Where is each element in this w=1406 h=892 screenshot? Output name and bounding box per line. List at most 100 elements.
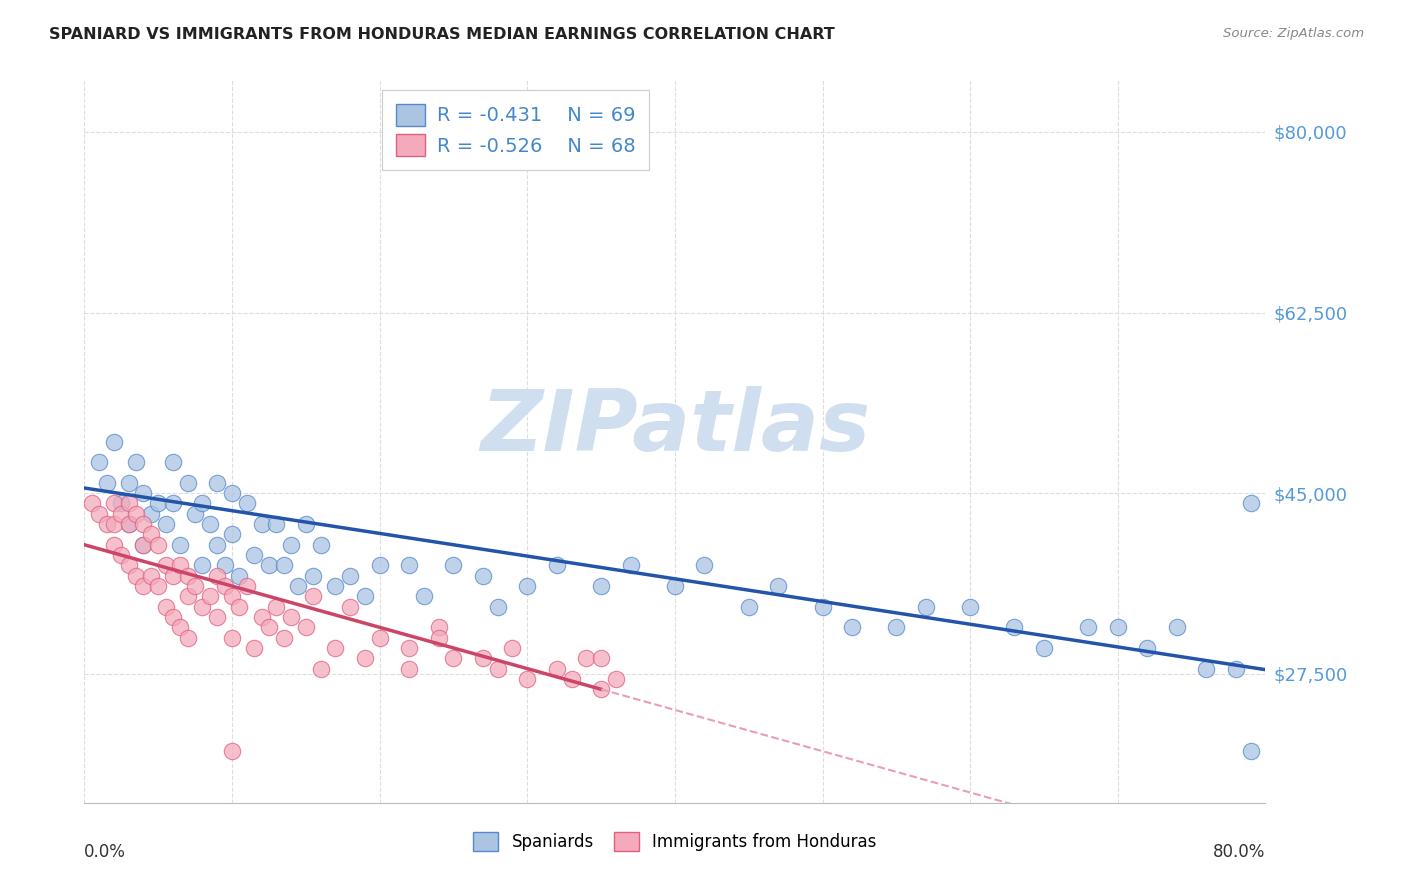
Point: [125, 568, 148, 582]
Point: [191, 496, 214, 510]
Point: [302, 568, 325, 582]
Point: [302, 590, 325, 604]
Point: [96, 475, 118, 490]
Point: [214, 558, 236, 573]
Point: [103, 434, 125, 449]
Point: [368, 558, 391, 573]
Point: [110, 496, 132, 510]
Point: [169, 558, 191, 573]
Point: [472, 651, 495, 665]
Point: [339, 568, 361, 582]
Point: [664, 579, 686, 593]
Point: [413, 590, 436, 604]
Point: [191, 558, 214, 573]
Point: [139, 568, 162, 582]
Point: [1166, 620, 1188, 634]
Point: [118, 475, 141, 490]
Point: [155, 517, 177, 532]
Point: [620, 558, 643, 573]
Point: [546, 662, 568, 676]
Point: [273, 631, 295, 645]
Point: [80, 496, 103, 510]
Point: [162, 568, 184, 582]
Point: [169, 620, 191, 634]
Point: [125, 455, 148, 469]
Point: [309, 538, 332, 552]
Point: [191, 599, 214, 614]
Point: [125, 507, 148, 521]
Legend: Spaniards, Immigrants from Honduras: Spaniards, Immigrants from Honduras: [465, 823, 884, 860]
Point: [243, 640, 266, 655]
Point: [162, 610, 184, 624]
Point: [155, 558, 177, 573]
Point: [118, 496, 141, 510]
Point: [354, 590, 377, 604]
Point: [132, 538, 155, 552]
Point: [398, 662, 420, 676]
Text: ZIPatlas: ZIPatlas: [479, 385, 870, 468]
Point: [605, 672, 627, 686]
Point: [1240, 496, 1263, 510]
Point: [148, 538, 170, 552]
Point: [221, 590, 243, 604]
Point: [87, 455, 111, 469]
Point: [591, 682, 613, 697]
Point: [184, 579, 207, 593]
Point: [738, 599, 761, 614]
Point: [959, 599, 981, 614]
Point: [398, 558, 420, 573]
Point: [841, 620, 863, 634]
Point: [236, 496, 259, 510]
Point: [575, 651, 598, 665]
Point: [139, 527, 162, 541]
Point: [516, 579, 538, 593]
Point: [103, 496, 125, 510]
Point: [561, 672, 583, 686]
Point: [207, 568, 229, 582]
Point: [118, 517, 141, 532]
Point: [1033, 640, 1056, 655]
Point: [110, 548, 132, 562]
Point: [148, 496, 170, 510]
Point: [273, 558, 295, 573]
Point: [221, 631, 243, 645]
Point: [243, 548, 266, 562]
Point: [354, 651, 377, 665]
Point: [169, 538, 191, 552]
Point: [162, 496, 184, 510]
Point: [811, 599, 834, 614]
Point: [427, 631, 450, 645]
Point: [110, 507, 132, 521]
Point: [1195, 662, 1218, 676]
Point: [768, 579, 790, 593]
Point: [427, 620, 450, 634]
Point: [177, 590, 200, 604]
Text: 80.0%: 80.0%: [1213, 843, 1265, 861]
Point: [309, 662, 332, 676]
Point: [693, 558, 716, 573]
Point: [221, 527, 243, 541]
Point: [325, 640, 347, 655]
Point: [207, 475, 229, 490]
Point: [221, 744, 243, 758]
Point: [443, 651, 465, 665]
Point: [295, 517, 318, 532]
Point: [214, 579, 236, 593]
Point: [443, 558, 465, 573]
Point: [1107, 620, 1129, 634]
Point: [118, 558, 141, 573]
Point: [1225, 662, 1247, 676]
Point: [177, 475, 200, 490]
Point: [257, 620, 280, 634]
Point: [207, 538, 229, 552]
Point: [236, 579, 259, 593]
Text: 0.0%: 0.0%: [84, 843, 127, 861]
Point: [132, 517, 155, 532]
Point: [295, 620, 318, 634]
Point: [132, 486, 155, 500]
Point: [591, 579, 613, 593]
Point: [132, 538, 155, 552]
Point: [118, 517, 141, 532]
Point: [915, 599, 938, 614]
Point: [162, 455, 184, 469]
